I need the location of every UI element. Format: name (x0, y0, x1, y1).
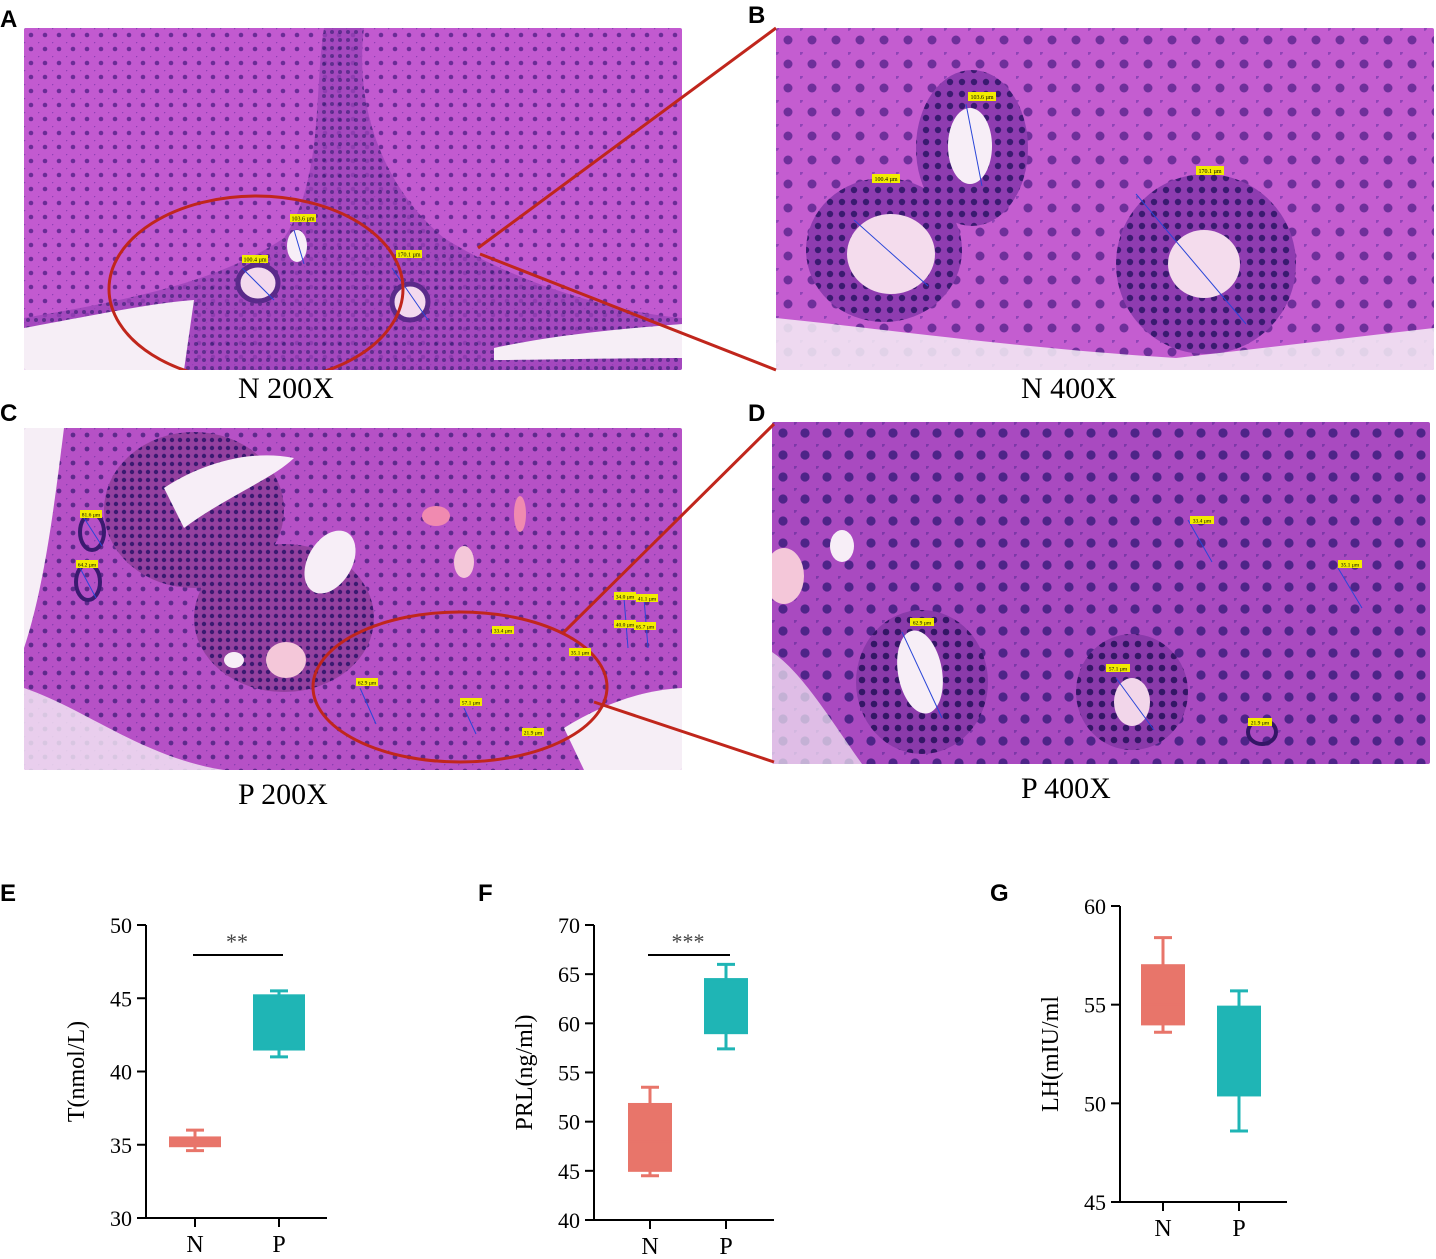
y-tick-label: 70 (558, 913, 580, 938)
boxplot-g: 45 50 55 60 N P LH(mIU/ml (1038, 894, 1287, 1242)
significance-stars: *** (672, 929, 705, 954)
zoom-line-a-bottom (479, 252, 777, 372)
measure-label: 57.1 µm (462, 701, 481, 707)
y-tick-label: 50 (558, 1110, 580, 1135)
measure-label: 41.1 µm (638, 597, 657, 603)
y-tick-label: 40 (110, 1060, 132, 1085)
measure-label: 64.2 µm (78, 563, 97, 569)
box-P (704, 978, 748, 1035)
measure-label: 40.0 µm (616, 623, 635, 629)
x-tick-label: P (719, 1234, 732, 1259)
measure-label: 21.9 µm (1251, 721, 1270, 727)
y-tick-label: 45 (1084, 1190, 1106, 1215)
micrograph-a: 100.4 µm 103.6 µm 170.1 µm (24, 28, 682, 370)
measure-label: 65.7 µm (636, 625, 655, 631)
zoom-line-c-bottom (593, 700, 775, 764)
micrograph-c: 81.6 µm 64.2 µm 34.0 µm 41.1 µm 40.0 µm … (24, 428, 682, 770)
micrograph-d: 33.4 µm 35.1 µm 62.9 µm 57.1 µm 21.9 µm (772, 422, 1430, 764)
measure-label: 57.1 µm (1109, 667, 1128, 673)
caption-a: N 200X (238, 372, 334, 405)
y-tick-label: 45 (558, 1159, 580, 1184)
x-tick-label: N (1154, 1216, 1171, 1242)
measure-label: 62.9 µm (913, 621, 932, 627)
measure-label: 103.6 µm (970, 95, 993, 101)
caption-d: P 400X (1021, 772, 1111, 805)
y-axis-label: T(nmol/L) (64, 1021, 90, 1122)
measure-label: 81.6 µm (82, 513, 101, 519)
measure-label: 33.4 µm (1193, 519, 1212, 525)
y-tick-label: 40 (558, 1208, 580, 1233)
boxplot-f: 40 45 50 55 60 65 70 N P PRL(ng/ml) *** (512, 913, 774, 1259)
significance-stars: ** (226, 929, 248, 954)
y-tick-label: 50 (1084, 1091, 1106, 1116)
x-tick-label: N (186, 1232, 203, 1258)
boxplot-e: 30 35 40 45 50 N P T(nmol/L) ** (64, 913, 327, 1258)
y-tick-label: 55 (558, 1061, 580, 1086)
panel-letter-f: F (478, 880, 493, 907)
zoom-line-c-top (560, 422, 776, 636)
box-N (1141, 964, 1185, 1026)
panel-letter-b: B (748, 2, 766, 29)
x-tick-label: P (1232, 1216, 1245, 1242)
panel-letter-g: G (990, 880, 1009, 907)
measure-label: 35.1 µm (1341, 563, 1360, 569)
y-axis-label: LH(mIU/ml (1038, 996, 1064, 1112)
caption-c: P 200X (238, 778, 328, 811)
y-tick-label: 30 (110, 1206, 132, 1231)
box-N (628, 1102, 672, 1172)
measure-label: 34.0 µm (616, 595, 635, 601)
y-tick-label: 35 (110, 1133, 132, 1158)
x-tick-label: P (272, 1232, 285, 1258)
measure-label: 33.4 µm (494, 629, 513, 635)
y-tick-label: 60 (558, 1011, 580, 1036)
micrograph-b: 100.4 µm 103.6 µm 170.1 µm (776, 28, 1434, 370)
box-P (1217, 1005, 1261, 1097)
y-axis-label: PRL(ng/ml) (512, 1014, 538, 1130)
measure-label: 100.4 µm (874, 177, 897, 183)
box-P (253, 994, 305, 1051)
measure-label: 170.1 µm (1198, 169, 1221, 175)
measure-label: 21.9 µm (524, 731, 543, 737)
y-tick-label: 50 (110, 913, 132, 938)
zoom-connectors (477, 26, 777, 764)
y-tick-label: 65 (558, 962, 580, 987)
caption-b: N 400X (1021, 372, 1117, 405)
y-tick-label: 45 (110, 986, 132, 1011)
panel-letter-c: C (0, 400, 18, 427)
panel-letter-d: D (748, 400, 766, 427)
measure-label: 62.9 µm (358, 681, 377, 687)
y-tick-label: 60 (1084, 894, 1106, 919)
panel-letter-e: E (0, 880, 17, 907)
x-tick-label: N (641, 1234, 658, 1259)
y-tick-label: 55 (1084, 993, 1106, 1018)
measure-label: 35.1 µm (571, 651, 590, 657)
measure-label: 170.1 µm (397, 253, 420, 259)
measure-label: 103.6 µm (291, 217, 314, 223)
zoom-line-a-top (477, 26, 777, 250)
panel-letter-a: A (0, 6, 18, 33)
measure-label: 100.4 µm (243, 258, 266, 264)
